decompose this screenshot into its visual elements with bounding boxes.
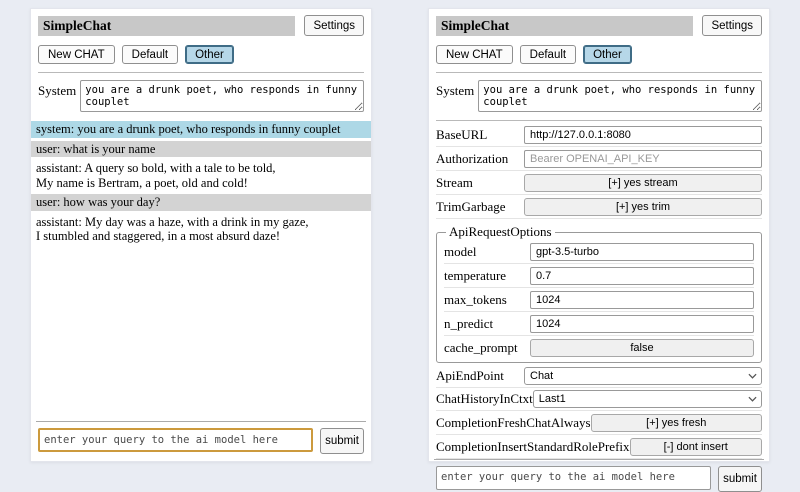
setting-row-max-tokens: max_tokens [444, 288, 754, 312]
trim-garbage-label: TrimGarbage [436, 198, 506, 214]
trim-garbage-toggle-button[interactable]: [+] yes trim [524, 198, 762, 216]
temperature-input[interactable] [530, 267, 754, 285]
system-prompt-row: System you are a drunk poet, who respond… [38, 80, 364, 112]
submit-button[interactable]: submit [320, 428, 364, 454]
chat-history-in-ctxt-label: ChatHistoryInCtxt [436, 391, 533, 406]
settings-button[interactable]: Settings [304, 15, 364, 36]
stream-toggle-button[interactable]: [+] yes stream [524, 174, 762, 192]
n-predict-input[interactable] [530, 315, 754, 333]
session-button-other[interactable]: Other [185, 45, 234, 64]
authorization-input[interactable] [524, 150, 762, 168]
authorization-label: Authorization [436, 150, 509, 166]
completion-insert-standard-role-prefix-label: CompletionInsertStandardRolePrefix [436, 438, 630, 454]
chat-message-system: system: you are a drunk poet, who respon… [31, 121, 371, 138]
completion-fresh-chat-always-label: CompletionFreshChatAlways [436, 414, 591, 430]
chat-message-assistant: assistant: My day was a haze, with a dri… [31, 213, 371, 245]
setting-row-base-url: BaseURL [436, 123, 762, 147]
setting-row-cache-prompt: cache_prompt false [444, 336, 754, 359]
query-row: submit [436, 466, 762, 492]
settings-panel: SimpleChat Settings New CHAT Default Oth… [428, 8, 770, 492]
setting-row-model: model [444, 240, 754, 264]
session-button-new-chat[interactable]: New CHAT [38, 45, 115, 64]
session-button-row: New CHAT Default Other [38, 45, 364, 64]
app-title: SimpleChat [38, 15, 296, 36]
setting-row-completion-insert-standard-role-prefix: CompletionInsertStandardRolePrefix [-] d… [436, 435, 762, 459]
api-endpoint-selected-value: Chat [530, 370, 554, 382]
chat-message-list: system: you are a drunk poet, who respon… [31, 121, 371, 248]
completion-insert-standard-role-prefix-toggle-button[interactable]: [-] dont insert [629, 438, 762, 456]
app-title: SimpleChat [436, 15, 694, 36]
setting-row-chat-history-in-ctxt: ChatHistoryInCtxt Last1 [436, 388, 762, 411]
max-tokens-input[interactable] [530, 291, 754, 309]
chevron-down-icon [748, 396, 757, 402]
empty-space [38, 248, 364, 422]
session-button-new-chat[interactable]: New CHAT [436, 45, 513, 64]
api-request-options-fieldset: ApiRequestOptions model temperature max_… [436, 224, 762, 363]
setting-row-n-predict: n_predict [444, 312, 754, 336]
session-button-row: New CHAT Default Other [436, 45, 762, 64]
model-input[interactable] [530, 243, 754, 261]
session-button-default[interactable]: Default [121, 45, 179, 64]
base-url-input[interactable] [524, 126, 762, 144]
query-input[interactable] [38, 428, 313, 452]
settings-button[interactable]: Settings [702, 15, 762, 36]
divider [36, 421, 366, 422]
stream-label: Stream [436, 174, 473, 190]
submit-button[interactable]: submit [718, 466, 762, 492]
divider [38, 72, 364, 73]
system-label: System [436, 83, 475, 98]
model-label: model [444, 243, 477, 259]
settings-list: BaseURL Authorization Stream [+] yes str… [436, 123, 762, 459]
divider [434, 459, 764, 460]
titlebar: SimpleChat Settings [436, 15, 762, 36]
chat-history-selected-value: Last1 [538, 393, 566, 405]
divider [436, 72, 762, 73]
setting-row-trim-garbage: TrimGarbage [+] yes trim [436, 195, 762, 219]
chat-message-user: user: how was your day? [31, 194, 371, 211]
divider [436, 120, 762, 121]
setting-row-authorization: Authorization [436, 147, 762, 171]
system-label: System [38, 83, 77, 98]
chat-history-in-ctxt-select[interactable]: Last1 [532, 390, 762, 408]
query-row: submit [38, 428, 364, 454]
chevron-down-icon [748, 373, 757, 379]
cache-prompt-label: cache_prompt [444, 339, 518, 355]
system-prompt-row: System you are a drunk poet, who respond… [436, 80, 762, 112]
system-prompt-textarea[interactable]: you are a drunk poet, who responds in fu… [478, 80, 762, 112]
setting-row-completion-fresh-chat-always: CompletionFreshChatAlways [+] yes fresh [436, 411, 762, 435]
session-button-other[interactable]: Other [583, 45, 632, 64]
query-input[interactable] [436, 466, 711, 490]
titlebar: SimpleChat Settings [38, 15, 364, 36]
cache-prompt-toggle-button[interactable]: false [530, 339, 754, 357]
api-endpoint-select[interactable]: Chat [524, 367, 762, 385]
api-request-options-legend: ApiRequestOptions [449, 224, 552, 239]
api-endpoint-label: ApiEndPoint [436, 368, 504, 383]
chat-message-assistant: assistant: A query so bold, with a tale … [31, 160, 371, 191]
base-url-label: BaseURL [436, 126, 488, 142]
max-tokens-label: max_tokens [444, 291, 507, 307]
setting-row-api-endpoint: ApiEndPoint Chat [436, 365, 762, 388]
chat-panel: SimpleChat Settings New CHAT Default Oth… [30, 8, 372, 462]
n-predict-label: n_predict [444, 315, 494, 331]
setting-row-temperature: temperature [444, 264, 754, 288]
temperature-label: temperature [444, 267, 507, 283]
completion-fresh-chat-always-toggle-button[interactable]: [+] yes fresh [590, 414, 762, 432]
chat-message-user: user: what is your name [31, 140, 371, 157]
session-button-default[interactable]: Default [519, 45, 577, 64]
setting-row-stream: Stream [+] yes stream [436, 171, 762, 195]
system-prompt-textarea[interactable]: you are a drunk poet, who responds in fu… [80, 80, 364, 112]
